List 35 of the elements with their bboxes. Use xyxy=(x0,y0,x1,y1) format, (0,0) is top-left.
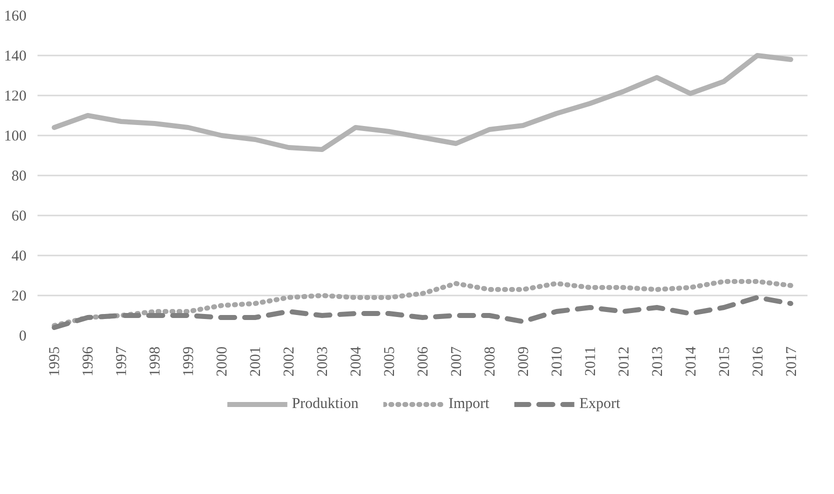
x-tick-label: 2012 xyxy=(616,346,632,376)
x-tick-label: 2005 xyxy=(382,346,398,376)
x-tick-label: 2007 xyxy=(448,346,465,376)
x-tick-label: 2010 xyxy=(549,346,566,376)
x-tick-label: 1997 xyxy=(114,346,130,376)
y-tick-label: 80 xyxy=(12,168,26,184)
x-tick-label: 2009 xyxy=(516,346,532,376)
y-tick-label: 140 xyxy=(4,48,26,64)
legend-label: Produktion xyxy=(292,396,359,412)
y-tick-label: 120 xyxy=(4,88,26,104)
x-tick-label: 2015 xyxy=(716,346,733,376)
x-tick-label: 2013 xyxy=(650,346,666,376)
x-tick-label: 2014 xyxy=(683,346,700,376)
x-tick-label: 1996 xyxy=(80,346,97,376)
y-tick-label: 60 xyxy=(12,208,26,224)
x-tick-label: 2011 xyxy=(582,346,599,376)
y-tick-label: 160 xyxy=(4,8,26,24)
y-tick-label: 40 xyxy=(12,248,26,264)
x-tick-label: 2003 xyxy=(315,346,332,376)
x-tick-label: 2000 xyxy=(214,346,231,376)
legend-label: Import xyxy=(448,396,490,412)
x-tick-label: 2016 xyxy=(750,346,766,376)
x-tick-label: 2001 xyxy=(248,346,264,376)
y-tick-label: 20 xyxy=(12,288,26,304)
legend-label: Export xyxy=(579,396,620,412)
x-tick-label: 1998 xyxy=(148,346,164,376)
x-tick-label: 2004 xyxy=(348,346,365,376)
x-tick-label: 1995 xyxy=(47,346,64,376)
x-tick-label: 2006 xyxy=(416,346,432,376)
x-tick-label: 2002 xyxy=(282,346,298,376)
y-tick-label: 0 xyxy=(19,328,26,344)
x-tick-label: 2017 xyxy=(784,346,800,376)
x-tick-label: 1999 xyxy=(181,346,198,376)
y-tick-label: 100 xyxy=(4,128,26,144)
x-tick-label: 2008 xyxy=(482,346,498,376)
